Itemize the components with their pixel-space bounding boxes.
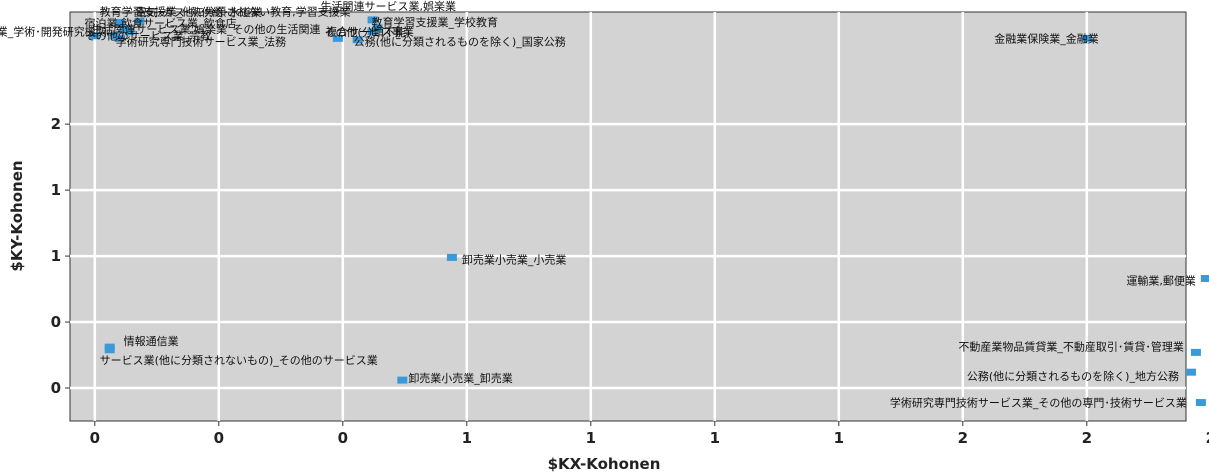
x-tick-label: 0 [338,429,348,447]
x-tick-label: 0 [90,429,100,447]
x-tick-label: 2 [1082,429,1092,447]
data-point [104,346,115,354]
x-tick-label: 2 [958,429,968,447]
data-point [332,34,343,42]
point-label: 複合サービス事業 [326,24,414,38]
x-tick-label: 1 [710,429,720,447]
data-point [446,253,457,261]
point-label: その他のサービス業_宗教 [85,29,212,43]
point-label: 不動産業物品賃貸業_不動産取引･賃貸･管理業 [958,339,1184,353]
data-point [89,32,100,40]
data-point [1200,275,1209,283]
point-label: 電気･ガス･熱供給･水道業 [135,5,262,19]
point-label: 情報通信業 [124,335,179,348]
point-label: その他(分類不能) [325,25,411,39]
plot-area [69,11,1187,422]
grid-lines [70,12,1186,421]
data-point [1185,368,1196,376]
y-tick-label: 0 [51,313,61,331]
y-tick-label: 2 [51,115,61,133]
x-tick-label: 0 [214,429,224,447]
point-label: 学術研究専門技術サービス業_その他の専門･技術サービス業 [890,396,1187,410]
x-axis-ticks: 0 0 0 1 1 1 1 2 2 2 [90,421,1209,447]
point-label: 運輸業,郵便業 [1126,274,1196,288]
point-label: サービス業(他に分類されないもの)_その他のサービス業 [100,354,378,367]
x-tick-label: 2 [1206,429,1209,447]
x-tick-label: 1 [586,429,596,447]
y-axis-ticks: 0 0 1 1 2 [51,115,70,397]
point-label: 公務(他に分類されるものを除く)_地方公務 [967,369,1179,383]
data-point [352,36,363,44]
y-axis-title: $KY-Kohonen [8,160,26,271]
data-point [124,28,135,36]
point-label: 学術研究専門技術サービス業_学術･開発研究機関 [0,25,107,39]
point-label: 公務(他に分類されるものを除く)_国家公務 [354,35,566,49]
y-tick-label: 1 [51,181,61,199]
point-label: 宿泊業,飲食サービス業_飲食店 [85,16,237,30]
data-point [1081,34,1092,42]
point-label: 教育学習支援業_他に分類されない教育,学習支援業 [100,5,351,19]
data-point [372,24,383,32]
x-tick-label: 1 [834,429,844,447]
data-point [367,16,378,24]
point-label: 金融業保険業_金融業 [994,31,1099,45]
x-axis-title: $KX-Kohonen [548,455,661,473]
data-point [134,17,145,25]
point-labels: 電気･ガス･熱供給･水道業教育学習支援業_他に分類されない教育,学習支援業宿泊業… [0,0,1196,410]
data-point [397,376,408,384]
data-point [1190,348,1201,356]
point-label: 生活関連サービス業,娯楽業_その他の生活関連 [92,22,321,36]
point-label: 卸売業小売業_卸売業 [408,371,513,385]
y-tick-label: 0 [51,379,61,397]
data-point [1195,399,1206,407]
point-label: 生活関連サービス業,娯楽業 [321,0,457,13]
data-point [114,19,125,27]
data-point [367,28,378,36]
x-tick-label: 1 [462,429,472,447]
data-points [89,16,1209,407]
point-label: 教育学習支援業_学校教育 [372,15,499,29]
point-label: 学術研究専門技術サービス業_法務 [116,34,287,48]
y-tick-label: 1 [51,247,61,265]
data-point [114,34,125,42]
point-label: 卸売業小売業_小売業 [462,252,567,266]
